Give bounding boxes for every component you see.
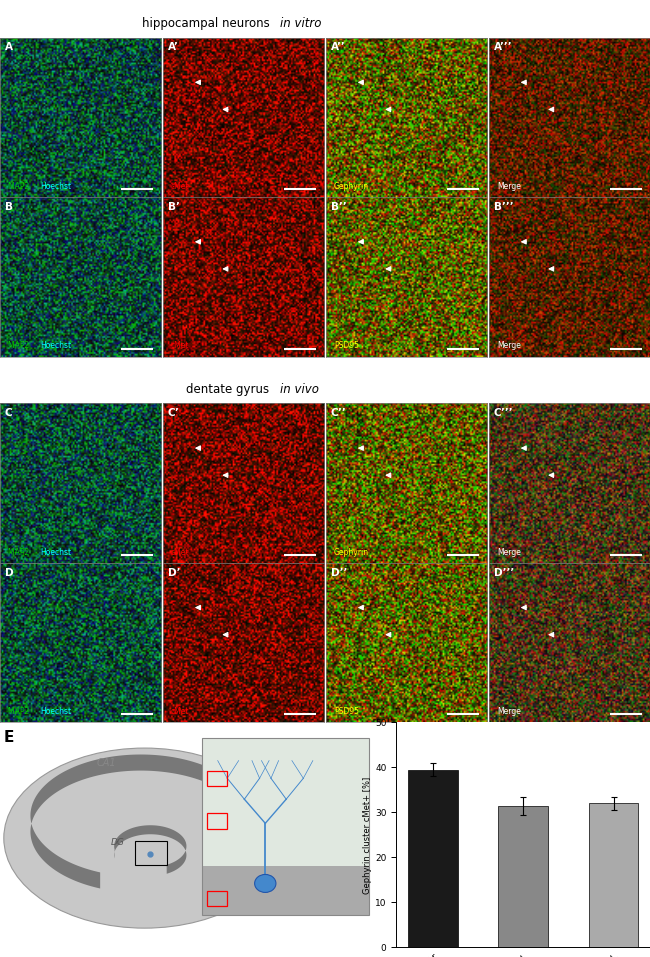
Text: Gephyrin: Gephyrin [334, 547, 369, 557]
Text: Merge: Merge [497, 707, 521, 716]
Text: in vitro: in vitro [280, 17, 321, 30]
Bar [589, 803, 638, 947]
Text: Merge: Merge [497, 547, 521, 557]
Text: Merge: Merge [497, 342, 521, 350]
Text: B’: B’ [168, 202, 179, 211]
Text: dentate gyrus: dentate gyrus [186, 383, 273, 396]
Text: C’’: C’’ [331, 409, 346, 418]
Text: MAP2: MAP2 [8, 342, 32, 350]
Text: C’: C’ [168, 409, 179, 418]
Bar [408, 769, 458, 947]
Text: MAP2: MAP2 [8, 182, 32, 190]
Text: D: D [5, 568, 14, 578]
Bar [202, 866, 369, 915]
Text: Merge: Merge [497, 182, 521, 190]
Text: B: B [5, 202, 13, 211]
Y-axis label: Gephyrin cluster cMet+ [%]: Gephyrin cluster cMet+ [%] [363, 776, 372, 894]
Text: B’’’: B’’’ [493, 202, 513, 211]
Text: cMet: cMet [171, 342, 189, 350]
Text: cMet: cMet [171, 182, 189, 190]
Text: CA1: CA1 [97, 758, 116, 768]
Text: hippocampal neurons: hippocampal neurons [142, 17, 273, 30]
Text: in vivo: in vivo [280, 383, 318, 396]
Text: D’: D’ [168, 568, 180, 578]
Text: D’’’: D’’’ [493, 568, 514, 578]
Text: MAP2: MAP2 [8, 547, 32, 557]
Text: cMet: cMet [171, 547, 189, 557]
Text: A: A [5, 42, 13, 53]
Bar [207, 770, 227, 786]
Circle shape [255, 875, 276, 893]
Text: Hoechst: Hoechst [40, 707, 72, 716]
Text: C: C [5, 409, 12, 418]
Text: PSD95: PSD95 [334, 707, 359, 716]
Text: proximal ML: proximal ML [230, 816, 277, 825]
Text: DG: DG [111, 838, 125, 848]
Text: Gephyrin: Gephyrin [334, 182, 369, 190]
Text: D’’: D’’ [331, 568, 347, 578]
Text: A’’: A’’ [331, 42, 345, 53]
Bar [207, 813, 227, 829]
Text: Hoechst: Hoechst [40, 547, 72, 557]
Text: E: E [4, 730, 14, 746]
Text: PSD95: PSD95 [334, 342, 359, 350]
Text: distal ML: distal ML [230, 774, 265, 783]
Bar [202, 739, 369, 915]
Text: GC layer: GC layer [230, 894, 263, 903]
Text: Hoechst: Hoechst [40, 182, 72, 190]
Ellipse shape [4, 748, 285, 928]
Text: Hoechst: Hoechst [40, 342, 72, 350]
Text: A’’’: A’’’ [493, 42, 512, 53]
Bar [202, 739, 369, 866]
Bar [499, 806, 548, 947]
Bar [135, 841, 168, 865]
Text: MAP2: MAP2 [8, 707, 32, 716]
Text: A’: A’ [168, 42, 179, 53]
Text: cMet: cMet [171, 707, 189, 716]
Text: B’’: B’’ [331, 202, 346, 211]
Text: C’’’: C’’’ [493, 409, 513, 418]
Bar [207, 891, 227, 906]
